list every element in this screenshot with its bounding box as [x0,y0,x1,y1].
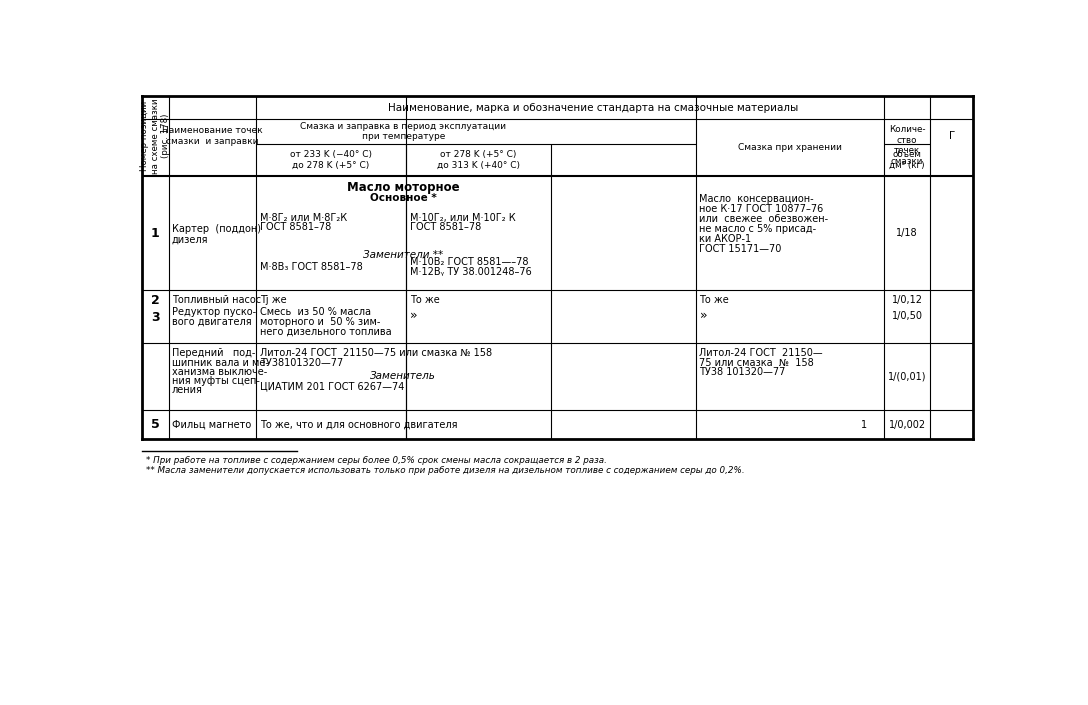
Text: Наименование, марка и обозначение стандарта на смазочные материалы: Наименование, марка и обозначение станда… [388,103,799,113]
Text: »: » [700,309,707,322]
Text: То же: То же [700,295,729,305]
Text: ГОСТ 8581–78: ГОСТ 8581–78 [409,222,481,232]
Text: То же: То же [409,295,440,305]
Text: 2: 2 [151,294,160,307]
Text: М·10В₂ ГОСТ 8581—–78: М·10В₂ ГОСТ 8581—–78 [409,257,528,267]
Text: ГОСТ 15171—70: ГОСТ 15171—70 [700,245,782,255]
Text: Г: Г [949,131,955,141]
Text: ления: ления [172,386,202,396]
Text: М·8Г₂ или М·8Г₂К: М·8Г₂ или М·8Г₂К [260,213,347,223]
Text: Заменитель: Заменитель [370,371,436,381]
Text: объём
дм³ (кг): объём дм³ (кг) [889,150,925,170]
Text: Основное *: Основное * [370,192,436,203]
Text: Масло  консервацион-: Масло консервацион- [700,195,814,204]
Text: 3: 3 [151,312,160,324]
Text: моторного и  50 % зим-: моторного и 50 % зим- [260,317,381,326]
Text: Редуктор пуско-: Редуктор пуско- [172,307,256,317]
Text: Смесь  из 50 % масла: Смесь из 50 % масла [260,307,371,317]
Text: Масло моторное: Масло моторное [347,180,460,193]
Text: него дизельного топлива: него дизельного топлива [260,327,392,337]
Text: 5: 5 [151,418,160,431]
Text: * При работе на топливе с содержанием серы более 0,5% срок смены масла сокращает: * При работе на топливе с содержанием се… [146,456,607,465]
Text: Наименование точек
смазки  и запрaвки: Наименование точек смазки и запрaвки [162,126,262,146]
Text: 1/0,002: 1/0,002 [889,419,926,429]
Text: Передний   под-: Передний под- [172,348,255,358]
Text: 1: 1 [862,419,867,429]
Text: ки АКОР-1: ки АКОР-1 [700,234,752,245]
Text: ** Масла заменители допускается использовать только при работе дизеля на дизельн: ** Масла заменители допускается использо… [146,466,744,475]
Text: ханизма выключе-: ханизма выключе- [172,367,267,376]
Text: Литол-24 ГОСТ  21150—75 или смазка № 158: Литол-24 ГОСТ 21150—75 или смазка № 158 [260,348,492,358]
Text: ное К·17 ГОСТ 10877–76: ное К·17 ГОСТ 10877–76 [700,204,824,214]
Text: Литол-24 ГОСТ  21150—: Литол-24 ГОСТ 21150— [700,348,823,358]
Text: М·8В₃ ГОСТ 8581–78: М·8В₃ ГОСТ 8581–78 [260,262,362,272]
Text: Заменители **: Заменители ** [363,250,444,259]
Text: 1: 1 [151,227,160,240]
Text: »: » [409,309,417,322]
Text: 1/(0,01): 1/(0,01) [888,372,926,381]
Text: Номер позиции
на схеме смазки
(рис. 178): Номер позиции на схеме смазки (рис. 178) [140,99,171,174]
Text: 1/0,12: 1/0,12 [892,295,923,305]
Text: Картер  (поддон): Картер (поддон) [172,224,261,234]
Text: от 278 K (+5° C)
до 313 K (+40° C): от 278 K (+5° C) до 313 K (+40° C) [436,150,520,170]
Text: 1/0,50: 1/0,50 [892,311,923,321]
Text: Смазка и заправка в период эксплуатации
при температуре: Смазка и заправка в период эксплуатации … [300,122,506,141]
Text: 1/18: 1/18 [897,228,918,238]
Text: Топливный насос: Топливный насос [172,295,261,305]
Text: вого двигателя: вого двигателя [172,317,251,326]
Text: или  свежее  обезвожен-: или свежее обезвожен- [700,214,829,224]
Text: М·12Вᵧ ТУ 38.001248–76: М·12Вᵧ ТУ 38.001248–76 [409,266,531,276]
Text: нe масло с 5% присад-: нe масло с 5% присад- [700,224,817,234]
Text: ТУ38101320—77: ТУ38101320—77 [260,358,343,368]
Text: То же, что и для основного двигателя: То же, что и для основного двигателя [260,419,457,429]
Text: Количе-
ство
точек
смазки: Количе- ство точек смазки [889,125,926,166]
Text: дизеля: дизеля [172,235,208,245]
Text: ГОСТ 8581–78: ГОСТ 8581–78 [260,222,331,232]
Text: 75 или смазка  №  158: 75 или смазка № 158 [700,357,814,367]
Text: от 233 K (−40° C)
до 278 K (+5° C): от 233 K (−40° C) до 278 K (+5° C) [289,150,372,170]
Text: ния муфты сцеп-: ния муфты сцеп- [172,376,260,386]
Text: Тj же: Тj же [260,295,286,305]
Text: шипник вала и ме-: шипник вала и ме- [172,357,269,367]
Text: Смазка при хранении: Смазка при хранении [738,143,842,152]
Text: М·10Г₂, или М·10Г₂ К: М·10Г₂, или М·10Г₂ К [409,213,516,223]
Text: ЦИАТИМ 201 ГОСТ 6267—74: ЦИАТИМ 201 ГОСТ 6267—74 [260,381,405,391]
Text: ТУ38 101320—77: ТУ38 101320—77 [700,367,786,376]
Text: Фильц магнето: Фильц магнето [172,419,251,429]
